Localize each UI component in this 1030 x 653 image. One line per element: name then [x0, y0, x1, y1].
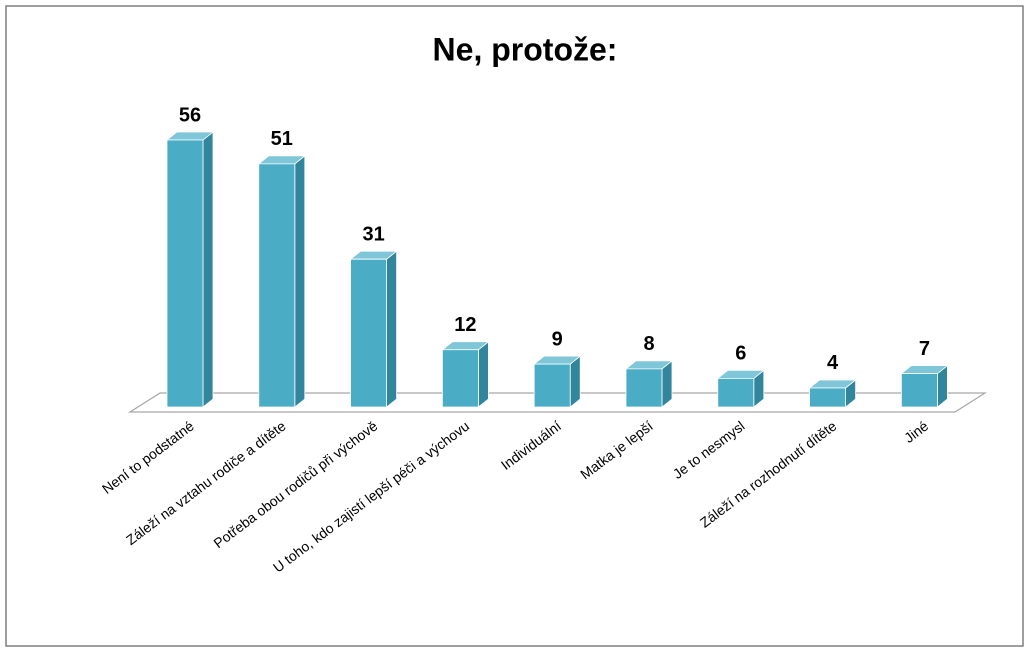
data-label: 4 [827, 352, 839, 374]
data-label: 56 [179, 104, 201, 126]
bar-front [625, 368, 663, 408]
data-label: 8 [643, 333, 654, 355]
bar [900, 364, 949, 408]
data-label: 9 [552, 328, 563, 350]
bar-side [477, 340, 489, 408]
data-label: 6 [735, 343, 746, 365]
bar [533, 355, 582, 408]
bar-front [717, 377, 755, 408]
bar-front [901, 373, 938, 408]
bar [257, 155, 306, 408]
bar [165, 131, 215, 408]
bar-front [441, 349, 479, 408]
chart-border [5, 5, 1024, 647]
data-label: 31 [362, 223, 384, 245]
bar [808, 379, 857, 408]
bar [441, 340, 490, 408]
bar [624, 360, 674, 408]
bar-front [533, 363, 571, 408]
bar [716, 369, 765, 408]
data-label: 51 [271, 128, 293, 150]
bar-front [258, 163, 296, 408]
data-label: 7 [919, 338, 930, 360]
bar-front [166, 139, 204, 408]
data-label: 12 [454, 314, 476, 336]
bar-front [350, 258, 388, 408]
bar-side [569, 355, 581, 408]
bar-side [202, 131, 214, 408]
bar-side [294, 155, 306, 408]
bar-side [386, 250, 398, 408]
bar [349, 250, 398, 408]
chart-title: Ne, protože: [433, 31, 618, 67]
bar-front [809, 387, 846, 408]
